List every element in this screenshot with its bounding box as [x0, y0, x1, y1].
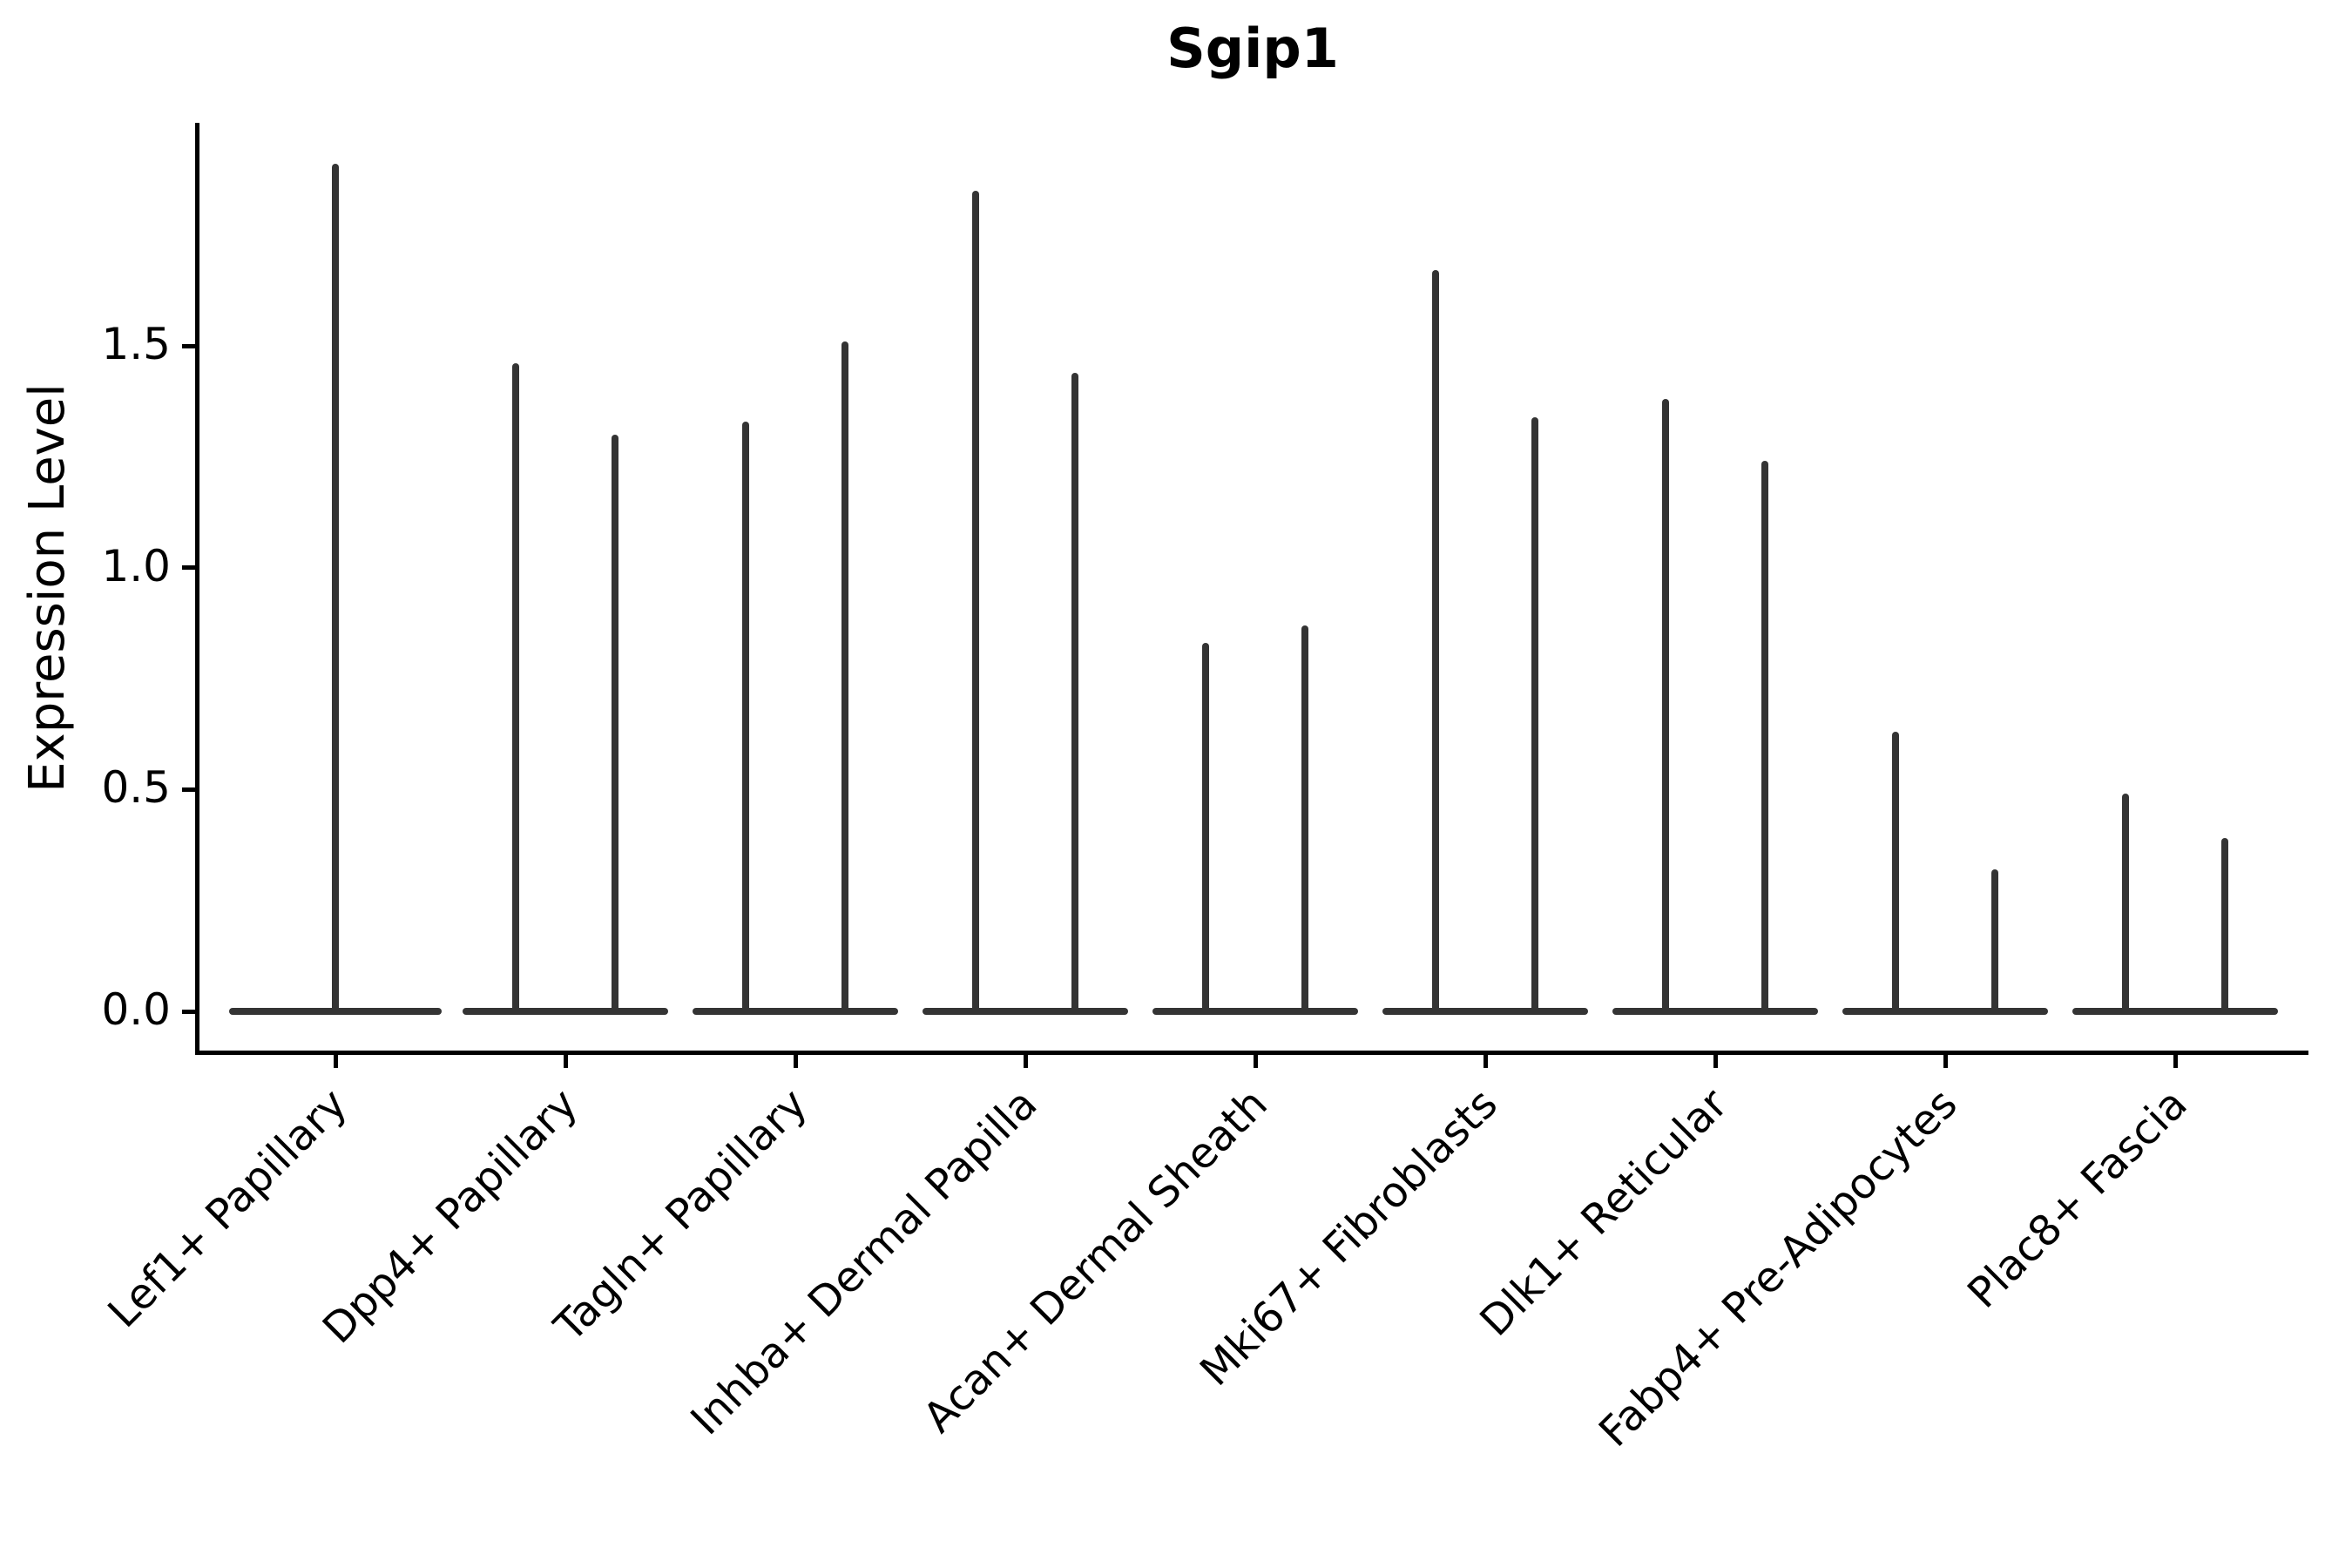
violin-spike [1301, 625, 1308, 1015]
y-axis-spine [195, 123, 199, 1055]
plot-title: Sgip1 [1166, 17, 1339, 80]
x-tick [333, 1055, 338, 1068]
y-tick [182, 1009, 195, 1014]
y-tick-label: 1.5 [101, 319, 171, 370]
y-tick-label: 0.5 [101, 762, 171, 814]
x-tick [563, 1055, 568, 1068]
x-tick [1713, 1055, 1718, 1068]
violin-spike [1432, 270, 1439, 1015]
violin-spike [1531, 416, 1538, 1015]
x-tick [793, 1055, 798, 1068]
x-tick-label: Lef1+ Papillary [98, 1079, 357, 1338]
x-tick-label: Tagln+ Papillary [545, 1079, 817, 1351]
violin-spike [1761, 461, 1768, 1015]
y-tick [182, 565, 195, 571]
violin-spike [841, 341, 848, 1015]
x-tick [1483, 1055, 1488, 1068]
violin-spike [2221, 838, 2228, 1015]
violin-spike [332, 164, 339, 1015]
violin-spike [1071, 372, 1078, 1015]
violin-spike [512, 363, 519, 1015]
violin-spike [1892, 732, 1899, 1015]
x-tick [1943, 1055, 1948, 1068]
y-axis-label: Expression Level [19, 383, 76, 793]
violin-spike [612, 434, 618, 1015]
x-tick-label: Plac8+ Fascia [1958, 1079, 2197, 1318]
x-tick [1253, 1055, 1258, 1068]
y-tick [182, 343, 195, 348]
y-tick-label: 0.0 [101, 984, 171, 1035]
violin-spike [1991, 869, 1998, 1015]
violin-spike [742, 421, 749, 1015]
violin-spike [2122, 794, 2129, 1015]
x-axis-spine [195, 1051, 2308, 1055]
violin-spike [1662, 399, 1669, 1015]
y-tick-label: 1.0 [101, 540, 171, 591]
violin-spike [972, 190, 979, 1015]
violin-spike [1202, 643, 1209, 1015]
x-tick [2173, 1055, 2178, 1068]
x-tick [1023, 1055, 1028, 1068]
y-tick [182, 787, 195, 792]
x-tick-label: Dpp4+ Papillary [313, 1079, 587, 1354]
x-tick-label: Dlk1+ Reticular [1470, 1079, 1737, 1346]
